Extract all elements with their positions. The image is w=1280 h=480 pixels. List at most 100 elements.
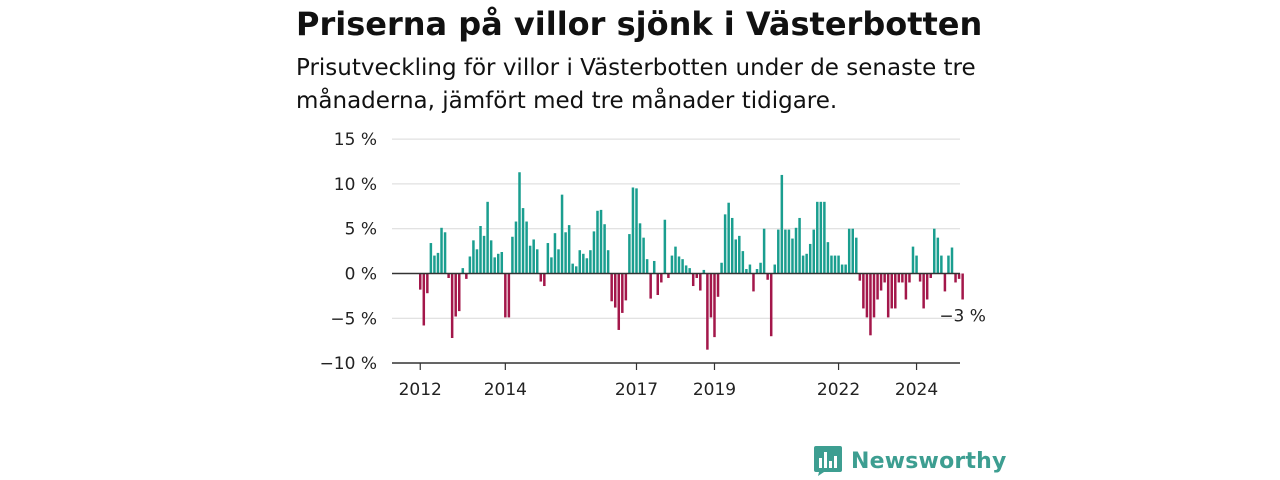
- x-tick-label: 2012: [399, 380, 442, 400]
- bar: [482, 235, 486, 274]
- bar: [950, 247, 954, 274]
- bar: [564, 232, 567, 274]
- bar: [436, 252, 440, 274]
- bar: [479, 226, 482, 274]
- y-tick-label: 5 %: [345, 220, 377, 240]
- bar: [596, 210, 599, 274]
- brand-logo: Newsworthy: [814, 445, 1007, 477]
- bar: [940, 255, 943, 274]
- last-value-label: −3 %: [939, 306, 986, 326]
- bar: [766, 273, 769, 280]
- bar: [801, 255, 805, 274]
- bar: [897, 273, 901, 283]
- bar: [695, 273, 699, 278]
- bar: [780, 174, 784, 274]
- bar: [461, 268, 465, 274]
- bar: [603, 224, 606, 274]
- bar: [794, 227, 798, 274]
- bar: [493, 257, 496, 274]
- bar: [890, 273, 893, 309]
- bar: [489, 240, 493, 274]
- bar: [447, 273, 450, 278]
- bar: [642, 237, 645, 274]
- bar: [688, 268, 691, 274]
- bar: [528, 245, 532, 274]
- bar: [947, 255, 950, 274]
- bar: [699, 273, 702, 291]
- bar: [592, 231, 596, 274]
- bar: [826, 242, 830, 274]
- bar: [667, 273, 670, 278]
- bar: [812, 229, 815, 274]
- brand-name: Newsworthy: [851, 448, 1007, 474]
- x-tick-label: 2024: [895, 380, 938, 400]
- y-tick-label: 15 %: [334, 130, 377, 150]
- bar: [606, 250, 610, 274]
- bar: [855, 237, 858, 274]
- bar: [723, 214, 727, 274]
- bar: [925, 273, 929, 300]
- bar: [901, 273, 904, 283]
- bar: [525, 221, 528, 274]
- bar: [610, 273, 613, 302]
- chart-title: Priserna på villor sjönk i Västerbotten: [296, 5, 983, 43]
- bar: [458, 273, 461, 312]
- bar: [862, 273, 865, 309]
- x-tick-label: 2019: [693, 380, 736, 400]
- bar: [894, 273, 897, 309]
- bar: [879, 273, 883, 291]
- bar: [872, 273, 876, 318]
- bar: [677, 256, 681, 274]
- bar: [936, 237, 940, 274]
- bar: [500, 252, 504, 274]
- bar: [472, 240, 475, 274]
- bar: [706, 273, 709, 350]
- bar: [755, 269, 759, 274]
- bar: [847, 228, 851, 274]
- bar: [567, 225, 571, 274]
- bar: [652, 260, 656, 274]
- bar: [713, 273, 716, 338]
- bar: [670, 255, 674, 274]
- bar: [933, 228, 936, 274]
- bar: [833, 255, 837, 274]
- bar: [624, 273, 628, 301]
- bar: [741, 251, 745, 274]
- bar: [507, 273, 511, 318]
- bar: [784, 229, 787, 274]
- bar: [645, 259, 649, 274]
- y-tick-label: −5 %: [330, 309, 377, 329]
- bar: [762, 228, 766, 274]
- bar: [738, 235, 741, 274]
- bar: [727, 202, 730, 274]
- bar: [702, 269, 706, 274]
- bar: [496, 253, 500, 274]
- bar: [716, 273, 720, 297]
- bar: [748, 264, 752, 274]
- bar: [816, 201, 819, 274]
- bar: [851, 228, 854, 274]
- bar: [805, 253, 808, 274]
- bar: [908, 273, 911, 283]
- bar: [560, 194, 564, 274]
- bar: [961, 273, 964, 300]
- bar: [557, 249, 560, 274]
- bar: [617, 273, 621, 330]
- bar: [791, 238, 794, 274]
- bar: [943, 273, 947, 292]
- axes: 15 % 10 % 5 % 0 % −5 % −10 % 2012 2014 2017 2019 2…: [320, 130, 986, 400]
- bar: [660, 273, 663, 283]
- bar: [585, 258, 589, 274]
- bar: [911, 246, 915, 274]
- bar: [709, 273, 713, 318]
- bar: [518, 172, 521, 274]
- bar: [443, 232, 447, 274]
- bar: [514, 221, 518, 274]
- bar: [539, 273, 543, 282]
- bar-chart: 15 % 10 % 5 % 0 % −5 % −10 % 2012 2014 2017 2019 2…: [320, 130, 986, 400]
- bar: [886, 273, 890, 318]
- bar: [869, 273, 872, 336]
- bar: [691, 273, 695, 287]
- bar: [904, 273, 908, 300]
- bar: [468, 256, 472, 274]
